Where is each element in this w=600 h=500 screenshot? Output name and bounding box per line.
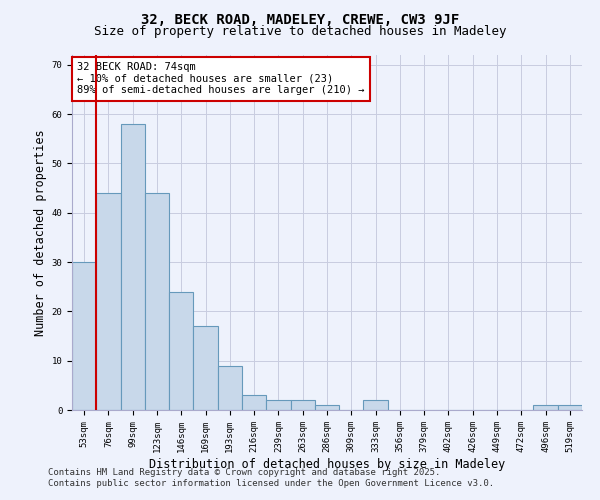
Bar [290, 400, 315, 410]
Text: 32 BECK ROAD: 74sqm
← 10% of detached houses are smaller (23)
89% of semi-detach: 32 BECK ROAD: 74sqm ← 10% of detached ho… [77, 62, 365, 96]
Text: Contains HM Land Registry data © Crown copyright and database right 2025.
Contai: Contains HM Land Registry data © Crown c… [48, 468, 494, 487]
Bar [266, 400, 290, 410]
Bar [169, 292, 193, 410]
Bar [315, 405, 339, 410]
Bar [121, 124, 145, 410]
Y-axis label: Number of detached properties: Number of detached properties [34, 129, 47, 336]
Bar [558, 405, 582, 410]
Bar [193, 326, 218, 410]
Text: 32, BECK ROAD, MADELEY, CREWE, CW3 9JF: 32, BECK ROAD, MADELEY, CREWE, CW3 9JF [141, 12, 459, 26]
Bar [72, 262, 96, 410]
Bar [218, 366, 242, 410]
Bar [96, 193, 121, 410]
Bar [364, 400, 388, 410]
Bar [242, 395, 266, 410]
Bar [145, 193, 169, 410]
Bar [533, 405, 558, 410]
Text: Size of property relative to detached houses in Madeley: Size of property relative to detached ho… [94, 25, 506, 38]
X-axis label: Distribution of detached houses by size in Madeley: Distribution of detached houses by size … [149, 458, 505, 470]
